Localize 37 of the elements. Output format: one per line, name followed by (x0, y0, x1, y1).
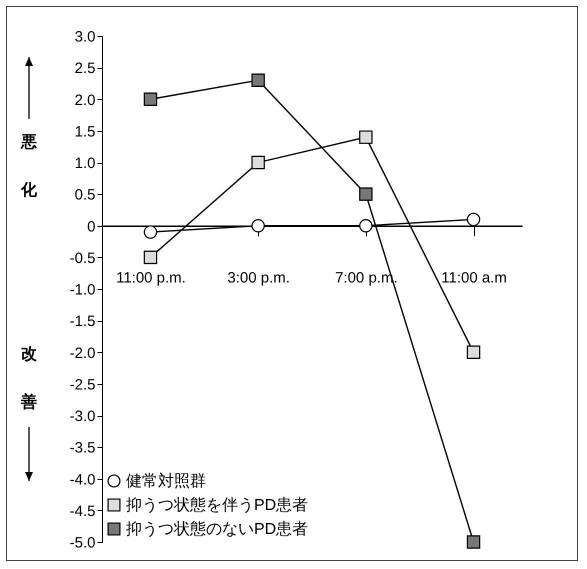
text: 悪化 (21, 134, 37, 199)
legend-label: 抑うつ状態のないPD患者 (126, 520, 308, 538)
y-tick-label: -4.5 (70, 502, 96, 520)
point (144, 92, 158, 106)
point (359, 130, 373, 144)
x-tick-label: 11:00 p.m. (116, 269, 186, 286)
y-tick-label: -0.5 (70, 250, 96, 267)
y-tick-label: 3.0 (74, 28, 96, 46)
legend-label: 健常対照群 (126, 472, 206, 490)
point (466, 212, 480, 226)
y-tick-label: -3.5 (70, 440, 96, 457)
y-tick-label: -1.5 (70, 313, 96, 330)
y-tick-label: 0.5 (74, 186, 96, 204)
point (359, 219, 373, 232)
y-tick-label: 2.0 (74, 92, 96, 109)
y-tick-label: 1.0 (74, 155, 96, 172)
y-tick-label: 0 (87, 218, 96, 236)
y-tick-label: -5.0 (70, 534, 96, 552)
y-tick-label: 2.5 (74, 60, 96, 78)
y-tick-label: -4.0 (70, 471, 96, 488)
legend-label: 抑うつ状態を伴うPD患者 (126, 496, 308, 514)
y-tick-label: -2.5 (70, 376, 96, 394)
point (251, 156, 265, 170)
y-tick-label: -2.0 (70, 344, 96, 362)
x-tick-label: 3:00 p.m. (227, 269, 290, 286)
text: 改善 (21, 346, 37, 411)
point (144, 250, 158, 264)
point (359, 187, 373, 201)
point (466, 535, 480, 549)
x-tick-label: 11:00 a.m (441, 269, 507, 286)
y-tick-label: -3.0 (70, 408, 96, 425)
point (251, 74, 265, 87)
point (144, 225, 158, 239)
point (466, 346, 480, 359)
point (251, 219, 265, 232)
y-tick-label: 1.5 (74, 123, 96, 140)
y-tick-label: -1.0 (70, 282, 96, 298)
